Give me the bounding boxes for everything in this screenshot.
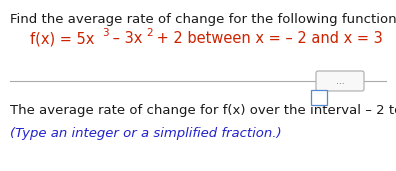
Text: + 2 between x = – 2 and x = 3: + 2 between x = – 2 and x = 3	[152, 31, 383, 46]
Text: Find the average rate of change for the following function.: Find the average rate of change for the …	[10, 13, 396, 26]
Text: ...: ...	[336, 76, 344, 86]
Text: (Type an integer or a simplified fraction.): (Type an integer or a simplified fractio…	[10, 127, 282, 140]
FancyBboxPatch shape	[311, 89, 327, 104]
Text: 2: 2	[146, 28, 152, 38]
Text: The average rate of change for f(x) over the interval – 2 to 3 is: The average rate of change for f(x) over…	[10, 104, 396, 117]
Text: – 3x: – 3x	[108, 31, 143, 46]
Text: f(x) = 5x: f(x) = 5x	[30, 31, 94, 46]
FancyBboxPatch shape	[316, 71, 364, 91]
Text: .: .	[328, 104, 332, 117]
Text: 3: 3	[102, 28, 109, 38]
